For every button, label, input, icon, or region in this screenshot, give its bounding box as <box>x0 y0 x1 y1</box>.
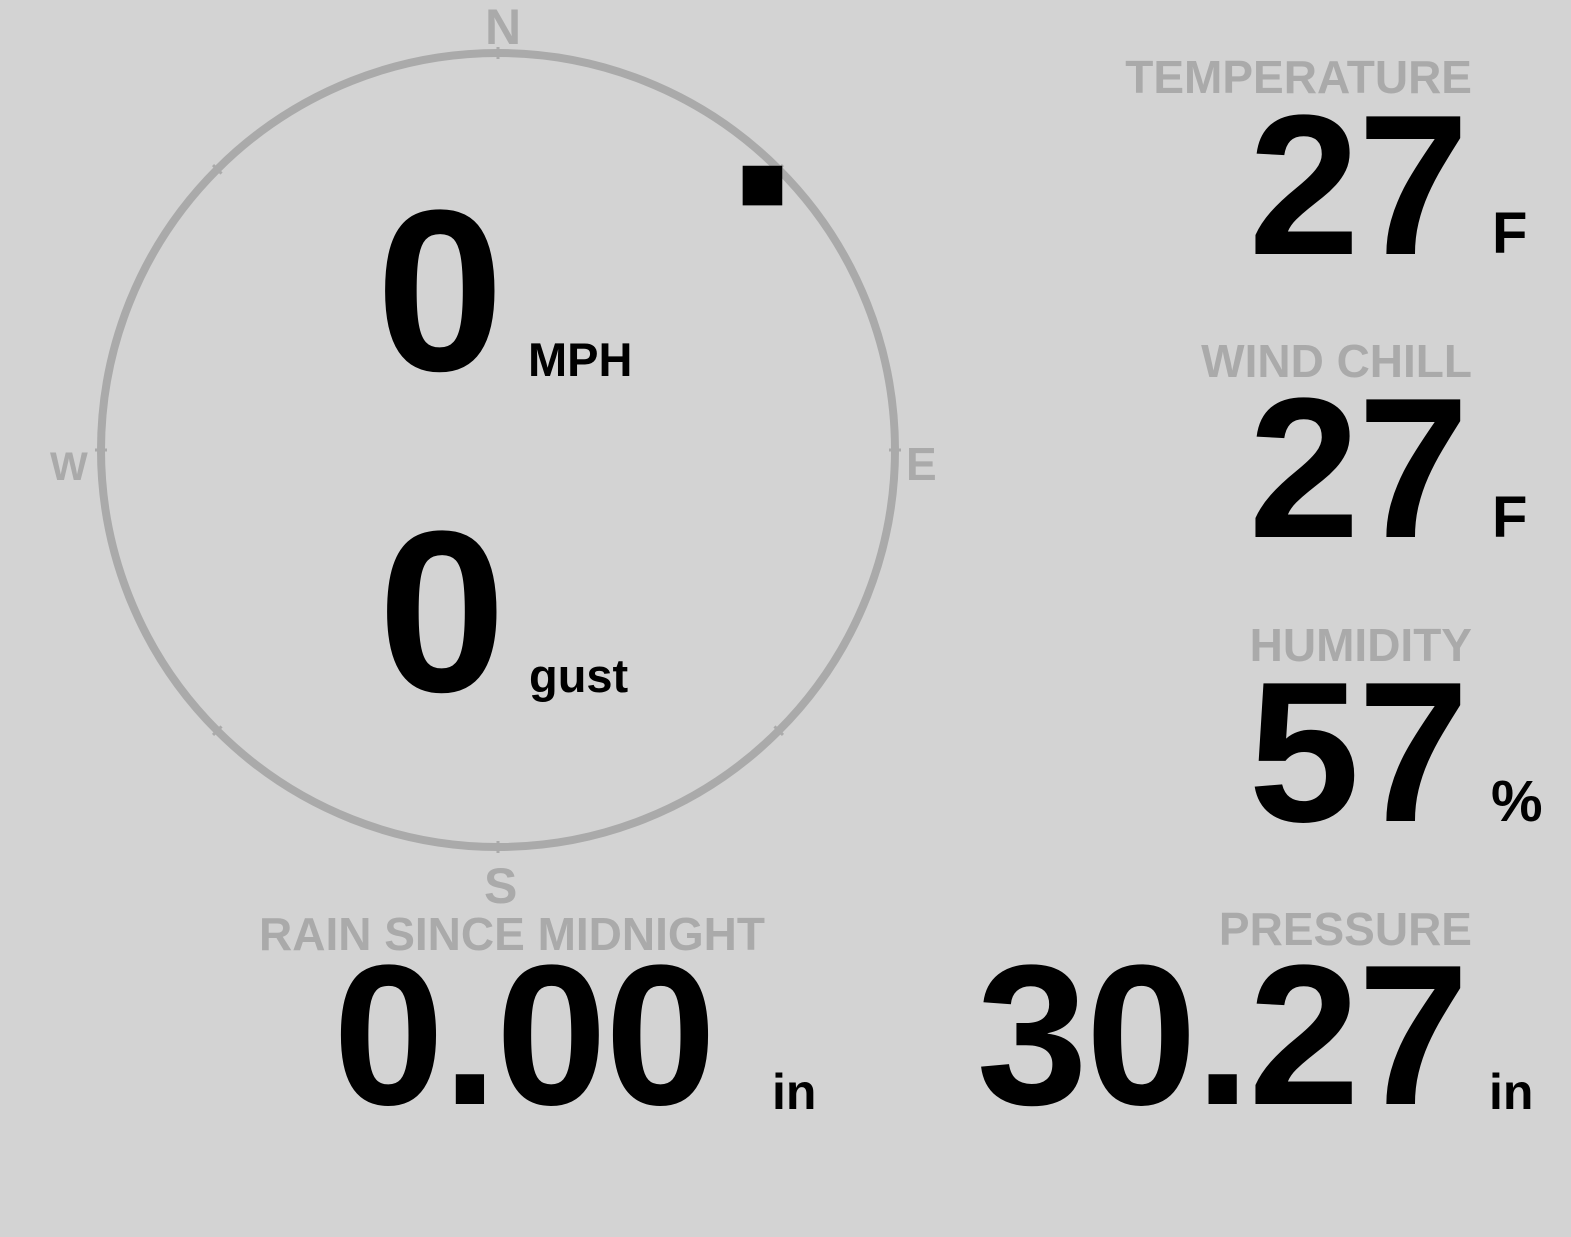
compass-east: E <box>906 438 937 490</box>
rain-label: RAIN SINCE MIDNIGHT <box>259 908 765 960</box>
wind-chill-unit: F <box>1492 485 1528 550</box>
rain-value: 0.00 <box>333 924 716 1147</box>
temperature-label: TEMPERATURE <box>1125 51 1472 103</box>
humidity-label: HUMIDITY <box>1249 619 1472 671</box>
wind-direction-marker <box>742 165 783 206</box>
compass-west: W <box>50 445 88 489</box>
pressure-unit: in <box>1489 1064 1534 1120</box>
temperature-unit: F <box>1492 201 1528 266</box>
wind-speed-value: 0 <box>376 162 504 419</box>
rain-unit: in <box>772 1064 817 1120</box>
pressure-label: PRESSURE <box>1218 903 1472 955</box>
wind-speed-unit: MPH <box>528 333 633 386</box>
wind-gust-unit: gust <box>529 649 629 702</box>
temperature-value: 27 <box>1248 74 1469 297</box>
compass-tick <box>211 163 223 175</box>
compass-north: N <box>485 0 522 55</box>
wind-gust-value: 0 <box>378 483 506 740</box>
pressure-value: 30.27 <box>976 924 1469 1147</box>
compass-tick <box>211 725 223 737</box>
compass-south: S <box>484 858 518 914</box>
wind-chill-value: 27 <box>1248 357 1469 580</box>
humidity-unit: % <box>1491 769 1543 834</box>
humidity-value: 57 <box>1248 641 1469 864</box>
wind-chill-label: WIND CHILL <box>1201 335 1472 387</box>
compass-tick <box>773 725 785 737</box>
